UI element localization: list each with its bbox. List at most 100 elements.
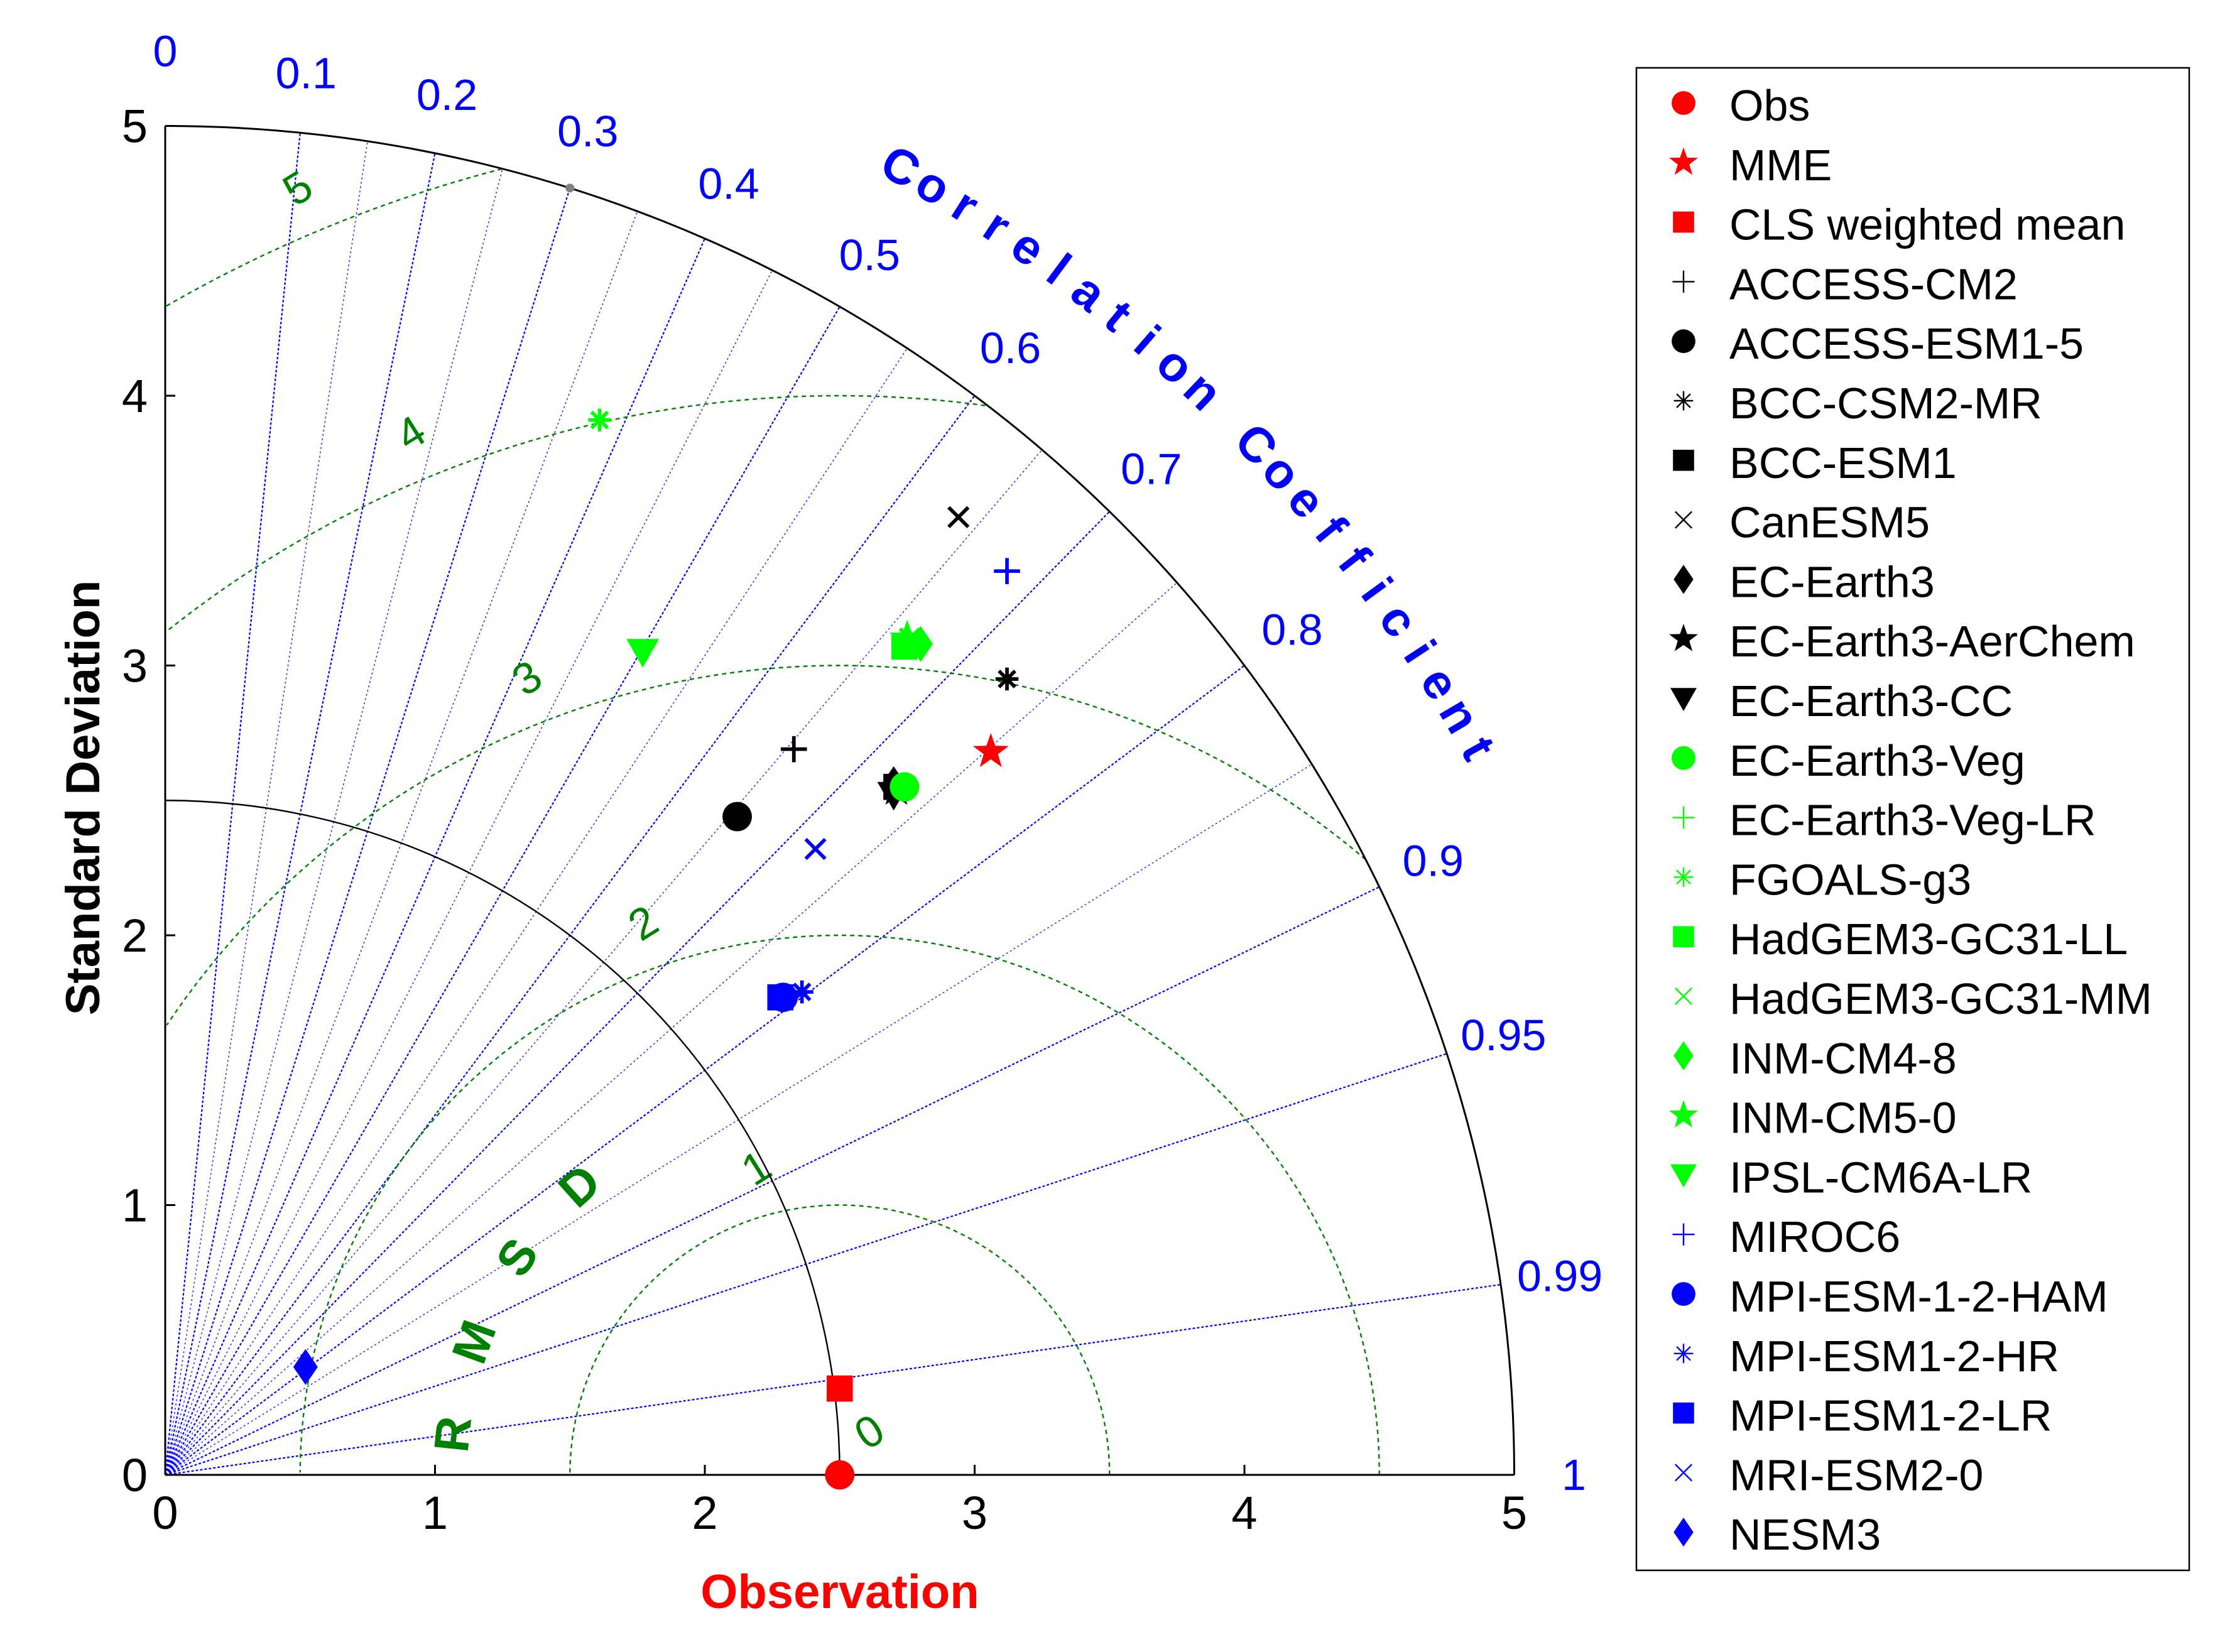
legend-label: EC-Earth3-Veg-LR xyxy=(1729,796,2096,845)
corr-tick-label: 1 xyxy=(1562,1450,1586,1499)
data-point xyxy=(825,1460,855,1490)
x-axis-label: Observation xyxy=(700,1565,979,1619)
legend-marker xyxy=(1672,746,1695,770)
marker-shape xyxy=(825,1460,855,1490)
x-tick-label: 2 xyxy=(692,1487,717,1539)
legend-label: EC-Earth3 xyxy=(1729,557,1935,606)
y-tick-label: 2 xyxy=(122,910,148,962)
marker-shape xyxy=(1673,1518,1694,1547)
marker-shape xyxy=(1673,1041,1694,1070)
legend-label: HadGEM3-GC31-MM xyxy=(1729,974,2152,1023)
marker-shape xyxy=(293,1349,318,1385)
legend-label: MIROC6 xyxy=(1729,1212,1900,1261)
legend-item: MPI-ESM1-2-HR xyxy=(1673,1332,2059,1381)
marker-shape xyxy=(767,984,794,1011)
rms-contour-1 xyxy=(569,1204,1111,1475)
marker-shape xyxy=(1669,147,1698,175)
x-tick-label: 4 xyxy=(1231,1487,1257,1539)
legend-item: BCC-ESM1 xyxy=(1673,438,1957,487)
marker-shape xyxy=(1673,211,1694,233)
rms-tick-label: 3 xyxy=(504,651,550,705)
legend-marker xyxy=(1673,926,1694,947)
legend-item: CLS weighted mean xyxy=(1673,200,2125,249)
legend-marker xyxy=(1673,450,1694,471)
corr-tick-label: 0.4 xyxy=(698,160,759,209)
data-point xyxy=(947,506,970,528)
marker-shape xyxy=(1672,329,1695,354)
legend-item: MRI-ESM2-0 xyxy=(1674,1450,1983,1499)
marker-shape xyxy=(947,506,970,528)
legend-item: FGOALS-g3 xyxy=(1673,855,1971,904)
legend-item: EC-Earth3 xyxy=(1673,557,1935,606)
legend-item: EC-Earth3-Veg-LR xyxy=(1672,796,2096,845)
legend-label: INM-CM4-8 xyxy=(1729,1034,1957,1083)
legend-item: NESM3 xyxy=(1673,1510,1881,1559)
legend-marker xyxy=(1673,391,1694,411)
corr-tick-label: 0 xyxy=(153,27,178,76)
legend-label: FGOALS-g3 xyxy=(1729,855,1971,904)
data-point xyxy=(588,408,611,432)
rms-tick-label: 2 xyxy=(620,896,667,950)
legend-marker xyxy=(1669,1100,1698,1128)
legend-label: CLS weighted mean xyxy=(1729,200,2125,249)
marker-shape xyxy=(792,982,812,1002)
legend-item: EC-Earth3-CC xyxy=(1670,677,2013,725)
legend-label: EC-Earth3-CC xyxy=(1729,677,2013,725)
data-point xyxy=(804,837,827,861)
legend-marker xyxy=(1672,807,1695,829)
rms-tick-label: 0 xyxy=(846,1405,893,1459)
legend-marker xyxy=(1672,329,1695,354)
marker-shape xyxy=(1673,450,1694,471)
legend-item: HadGEM3-GC31-MM xyxy=(1674,974,2152,1023)
data-point xyxy=(972,733,1009,768)
rmsd-title-char: D xyxy=(548,1153,611,1218)
data-point xyxy=(890,772,920,802)
marker-shape xyxy=(1674,511,1693,529)
legend-marker xyxy=(1670,1164,1697,1188)
marker-shape xyxy=(722,802,752,832)
corr-tick-label: 0.5 xyxy=(839,231,900,280)
corr-tick-label: 0.3 xyxy=(557,107,618,156)
x-tick-label: 0 xyxy=(152,1487,178,1539)
rms-contour-3 xyxy=(166,665,1366,1026)
rms-tick-label: 5 xyxy=(275,161,321,215)
rmsd-title-char: R xyxy=(423,1414,482,1455)
legend-marker xyxy=(1673,1518,1694,1547)
corr-tick-label: 0.6 xyxy=(980,323,1041,372)
rmsd-title-char: M xyxy=(441,1313,507,1370)
legend-label: EC-Earth3-Veg xyxy=(1729,736,2025,785)
marker-shape xyxy=(1673,1402,1694,1424)
legend-item: EC-Earth3-Veg xyxy=(1672,736,2025,785)
correlation-title-char: i xyxy=(1351,567,1403,611)
legend-item: ACCESS-ESM1-5 xyxy=(1672,319,2084,368)
legend-item: HadGEM3-GC31-LL xyxy=(1673,915,2128,964)
marker-shape xyxy=(1669,1100,1698,1128)
marker-shape xyxy=(972,733,1009,768)
outer-arc xyxy=(165,125,1515,1475)
legend-marker xyxy=(1674,987,1693,1006)
legend-label: MME xyxy=(1729,141,1832,190)
legend-label: BCC-CSM2-MR xyxy=(1729,379,2042,428)
legend-label: IPSL-CM6A-LR xyxy=(1729,1153,2032,1202)
corr-tick-label: 0.2 xyxy=(416,70,477,119)
obs-std-arc xyxy=(165,800,841,1475)
legend-label: CanESM5 xyxy=(1729,498,1930,547)
legend-item: ACCESS-CM2 xyxy=(1672,259,2018,308)
data-point xyxy=(889,619,925,654)
marker-shape xyxy=(908,626,933,662)
marker-shape xyxy=(890,772,920,802)
data-point xyxy=(722,802,752,832)
arc-dot xyxy=(565,183,575,193)
rms-tick-label: 4 xyxy=(388,406,434,460)
marker-shape xyxy=(626,639,660,668)
marker-shape xyxy=(1670,1164,1697,1188)
corr-tick-label: 0.95 xyxy=(1461,1011,1546,1060)
legend-label: MPI-ESM1-2-LR xyxy=(1729,1391,2052,1440)
marker-shape xyxy=(826,1375,853,1402)
rmsd-title-char: S xyxy=(485,1228,549,1286)
correlation-title-char: f xyxy=(1327,536,1381,583)
legend-item: INM-CM4-8 xyxy=(1673,1034,1957,1083)
marker-shape xyxy=(1673,565,1694,594)
y-tick-label: 0 xyxy=(122,1449,148,1501)
